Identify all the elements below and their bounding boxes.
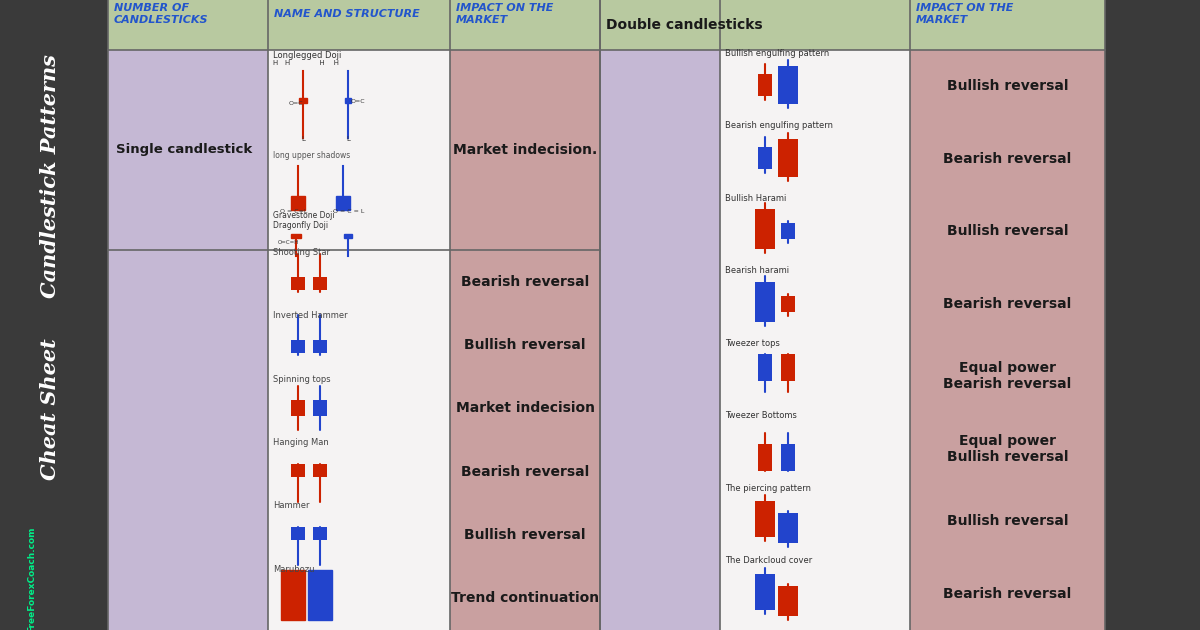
Bar (778, 586, 798, 616)
Bar (346, 98, 352, 103)
Bar (313, 400, 326, 416)
Text: Spinning tops: Spinning tops (274, 375, 331, 384)
Text: O=C=H: O=C=H (278, 240, 299, 245)
Bar (778, 513, 798, 543)
Text: IMPACT ON THE
MARKET: IMPACT ON THE MARKET (456, 3, 553, 25)
Text: Marubozu: Marubozu (274, 564, 314, 574)
Bar (755, 574, 775, 610)
Text: Tweezer tops: Tweezer tops (725, 339, 780, 348)
Text: O=C: O=C (289, 101, 304, 106)
Bar (781, 354, 796, 381)
Text: long upper shadows: long upper shadows (274, 151, 350, 160)
Bar (308, 570, 332, 621)
Bar (292, 527, 305, 540)
Bar (755, 501, 775, 537)
Bar (910, 50, 1105, 630)
Text: Candlestick Patterns: Candlestick Patterns (41, 54, 60, 299)
Text: O=C: O=C (352, 99, 366, 104)
Bar (313, 464, 326, 477)
Bar (299, 98, 307, 103)
Bar (720, 50, 910, 630)
Bar (292, 277, 305, 290)
Bar (268, 50, 450, 250)
Text: Bearish harami: Bearish harami (725, 266, 790, 275)
Text: The Darkcloud cover: The Darkcloud cover (725, 556, 812, 565)
Text: Equal power
Bearish reversal: Equal power Bearish reversal (943, 361, 1072, 391)
Text: Bearish reversal: Bearish reversal (461, 275, 589, 289)
Bar (778, 139, 798, 177)
Text: FreeForexCoach.com: FreeForexCoach.com (26, 527, 36, 630)
Text: IMPACT ON THE
MARKET: IMPACT ON THE MARKET (916, 3, 1013, 25)
Bar (781, 444, 796, 471)
Bar (281, 570, 305, 621)
Bar (292, 340, 305, 353)
Text: The piercing pattern: The piercing pattern (725, 484, 811, 493)
Bar (758, 354, 772, 381)
Bar (108, 0, 600, 50)
Text: Bearish reversal: Bearish reversal (943, 152, 1072, 166)
Bar (292, 234, 301, 238)
Bar (108, 250, 268, 630)
Text: Longlegged Doji: Longlegged Doji (274, 51, 341, 60)
Text: Inverted Hammer: Inverted Hammer (274, 311, 348, 321)
Text: Shooting Star: Shooting Star (274, 248, 330, 257)
Text: Tweezer Bottoms: Tweezer Bottoms (725, 411, 797, 420)
Text: Market indecision: Market indecision (456, 401, 594, 415)
Bar (268, 250, 450, 630)
Text: Bullish reversal: Bullish reversal (464, 338, 586, 352)
Text: O = C = L: O = C = L (334, 209, 365, 214)
Bar (292, 196, 305, 210)
Bar (600, 0, 1105, 50)
Bar (755, 209, 775, 249)
Text: Bullish reversal: Bullish reversal (947, 79, 1068, 93)
Text: Bullish reversal: Bullish reversal (947, 224, 1068, 238)
Bar (344, 234, 352, 238)
Bar (758, 444, 772, 471)
Text: Bearish reversal: Bearish reversal (943, 587, 1072, 601)
Text: Hammer: Hammer (274, 501, 310, 510)
Text: Bearish reversal: Bearish reversal (461, 465, 589, 479)
Bar (313, 340, 326, 353)
Bar (758, 74, 772, 96)
Text: Trend continuation: Trend continuation (451, 592, 599, 605)
Text: Bullish reversal: Bullish reversal (464, 528, 586, 542)
Bar (313, 277, 326, 290)
Text: O = C=L: O = C=L (280, 209, 307, 214)
Bar (108, 50, 268, 250)
Text: Cheat Sheet: Cheat Sheet (41, 339, 60, 480)
Text: Dragonfly Doji: Dragonfly Doji (274, 221, 328, 230)
Text: Double candlesticks: Double candlesticks (606, 18, 763, 32)
Bar (292, 400, 305, 416)
Text: Equal power
Bullish reversal: Equal power Bullish reversal (947, 433, 1068, 464)
Bar (781, 223, 796, 239)
Bar (778, 66, 798, 104)
Text: L: L (301, 136, 305, 142)
Text: Market indecision.: Market indecision. (452, 143, 598, 157)
Bar (336, 196, 350, 210)
Bar (450, 250, 600, 630)
Text: Bullish engulfing pattern: Bullish engulfing pattern (725, 49, 829, 58)
Bar (292, 464, 305, 477)
Bar (313, 527, 326, 540)
Text: NUMBER OF
CANDLESTICKS: NUMBER OF CANDLESTICKS (114, 3, 209, 25)
Text: Hanging Man: Hanging Man (274, 438, 329, 447)
Text: Bearish reversal: Bearish reversal (943, 297, 1072, 311)
Text: Single candlestick: Single candlestick (116, 144, 252, 156)
Text: Gravestone Doji: Gravestone Doji (274, 211, 335, 220)
Text: Bullish reversal: Bullish reversal (947, 514, 1068, 528)
Text: Bearish engulfing pattern: Bearish engulfing pattern (725, 122, 833, 130)
Bar (1105, 0, 1200, 630)
Text: NAME AND STRUCTURE: NAME AND STRUCTURE (274, 9, 420, 19)
Bar (450, 50, 600, 250)
Bar (755, 282, 775, 322)
Bar (758, 147, 772, 169)
Text: L: L (346, 136, 350, 142)
Text: Bullish Harami: Bullish Harami (725, 194, 786, 203)
Bar (781, 295, 796, 312)
Text: H   H             H    H: H H H H (274, 60, 340, 66)
Bar (600, 50, 720, 630)
